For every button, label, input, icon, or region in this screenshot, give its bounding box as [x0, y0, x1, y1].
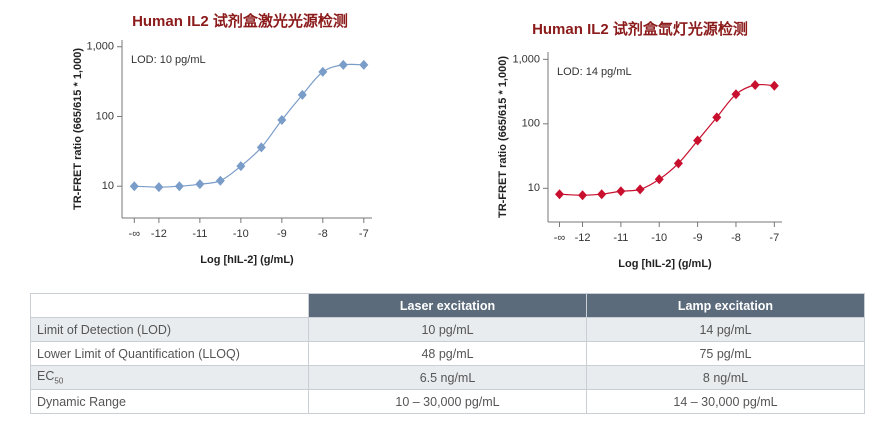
- x-tick-label: -7: [769, 232, 779, 244]
- table-cell: 10 pg/mL: [308, 317, 587, 342]
- header-row: Laser excitation Lamp excitation: [30, 293, 865, 318]
- data-point: [750, 80, 760, 91]
- x-tick-label: -10: [651, 232, 667, 244]
- x-tick-label: -12: [151, 228, 167, 240]
- y-axis-label: TR-FRET ratio (665/615 * 1,000): [72, 48, 84, 210]
- x-tick-label: -9: [277, 228, 287, 240]
- header-cell: Lamp excitation: [586, 293, 865, 318]
- table-cell: 8 ng/mL: [586, 365, 865, 390]
- x-tick-label: -12: [575, 232, 591, 244]
- data-point: [769, 80, 779, 91]
- table-row: Limit of Detection (LOD) 10 pg/mL 14 pg/mL: [30, 317, 865, 342]
- x-tick-label: -∞: [129, 228, 141, 240]
- data-point: [635, 184, 645, 195]
- data-point: [154, 182, 164, 193]
- row-label-text: EC: [37, 369, 55, 384]
- y-axis-label: TR-FRET ratio (665/615 * 1,000): [497, 56, 509, 218]
- x-tick-label: -9: [693, 232, 703, 244]
- x-tick-label: -7: [359, 228, 369, 240]
- y-tick-label: 100: [96, 110, 114, 122]
- table-row: Lower Limit of Quantification (LLOQ) 48 p…: [30, 341, 865, 366]
- data-point: [297, 89, 307, 100]
- y-tick-label: 10: [528, 182, 540, 194]
- table-cell: 6.5 ng/mL: [308, 365, 587, 390]
- chart-title: Human IL2 试剂盒氙灯光源检测: [532, 20, 748, 38]
- row-label: Lower Limit of Quantification (LLOQ): [30, 341, 309, 366]
- data-point: [578, 190, 588, 201]
- row-label-text: Lower Limit of Quantification (LLOQ): [37, 346, 240, 361]
- x-tick-label: -∞: [554, 232, 566, 244]
- row-label-text: Limit of Detection (LOD): [37, 322, 172, 337]
- data-point: [215, 175, 225, 186]
- data-point: [195, 179, 205, 190]
- data-point: [129, 181, 139, 192]
- y-tick-label: 1,000: [86, 41, 114, 53]
- header-cell: Laser excitation: [308, 293, 587, 318]
- data-point: [616, 186, 626, 197]
- table-cell: 14 pg/mL: [586, 317, 865, 342]
- data-point: [555, 189, 565, 200]
- row-label: Limit of Detection (LOD): [30, 317, 309, 342]
- data-point: [693, 135, 703, 146]
- x-tick-label: -11: [613, 232, 628, 244]
- x-tick-label: -8: [318, 228, 328, 240]
- row-label-text: Dynamic Range: [37, 394, 126, 409]
- comparison-table: Laser excitation Lamp excitation Limit o…: [30, 293, 865, 414]
- data-point: [359, 59, 369, 70]
- data-point: [597, 189, 607, 200]
- annotation: LOD: 10 pg/mL: [131, 54, 206, 66]
- data-point: [712, 112, 722, 123]
- table-cell: 48 pg/mL: [308, 341, 587, 366]
- data-point: [338, 59, 348, 70]
- data-point: [731, 89, 741, 100]
- fit-curve: [559, 83, 775, 196]
- row-label: EC50: [30, 365, 309, 390]
- data-point: [256, 142, 266, 153]
- data-point: [174, 181, 184, 192]
- chart-title: Human IL2 试剂盒激光光源检测: [132, 12, 348, 30]
- data-point: [318, 66, 328, 77]
- data-point: [654, 174, 664, 185]
- row-label-sub: 50: [54, 376, 64, 386]
- header-blank: [30, 293, 309, 318]
- y-tick-label: 1,000: [512, 53, 540, 65]
- data-point: [236, 161, 246, 172]
- y-tick-label: 100: [522, 118, 540, 130]
- data-point: [673, 158, 683, 169]
- x-tick-label: -8: [731, 232, 741, 244]
- table-row: Dynamic Range 10 – 30,000 pg/mL 14 – 30,00…: [30, 389, 865, 414]
- table-row: EC50 6.5 ng/mL 8 ng/mL: [30, 365, 865, 390]
- table-cell: 14 – 30,000 pg/mL: [586, 389, 865, 414]
- table-cell: 10 – 30,000 pg/mL: [308, 389, 587, 414]
- charts: Human IL2 试剂盒激光光源检测 10 100 1,000 -∞ -12 -11 -10…: [72, 12, 782, 270]
- annotation: LOD: 14 pg/mL: [557, 66, 632, 78]
- x-axis-label: Log [hIL-2] (g/mL): [200, 254, 294, 266]
- x-axis-label: Log [hIL-2] (g/mL): [618, 258, 712, 270]
- row-label: Dynamic Range: [30, 389, 309, 414]
- x-tick-label: -10: [233, 228, 249, 240]
- fit-curve: [134, 63, 364, 188]
- table-cell: 75 pg/mL: [586, 341, 865, 366]
- x-tick-label: -11: [192, 228, 207, 240]
- y-tick-label: 10: [102, 180, 114, 192]
- data-point: [277, 115, 287, 126]
